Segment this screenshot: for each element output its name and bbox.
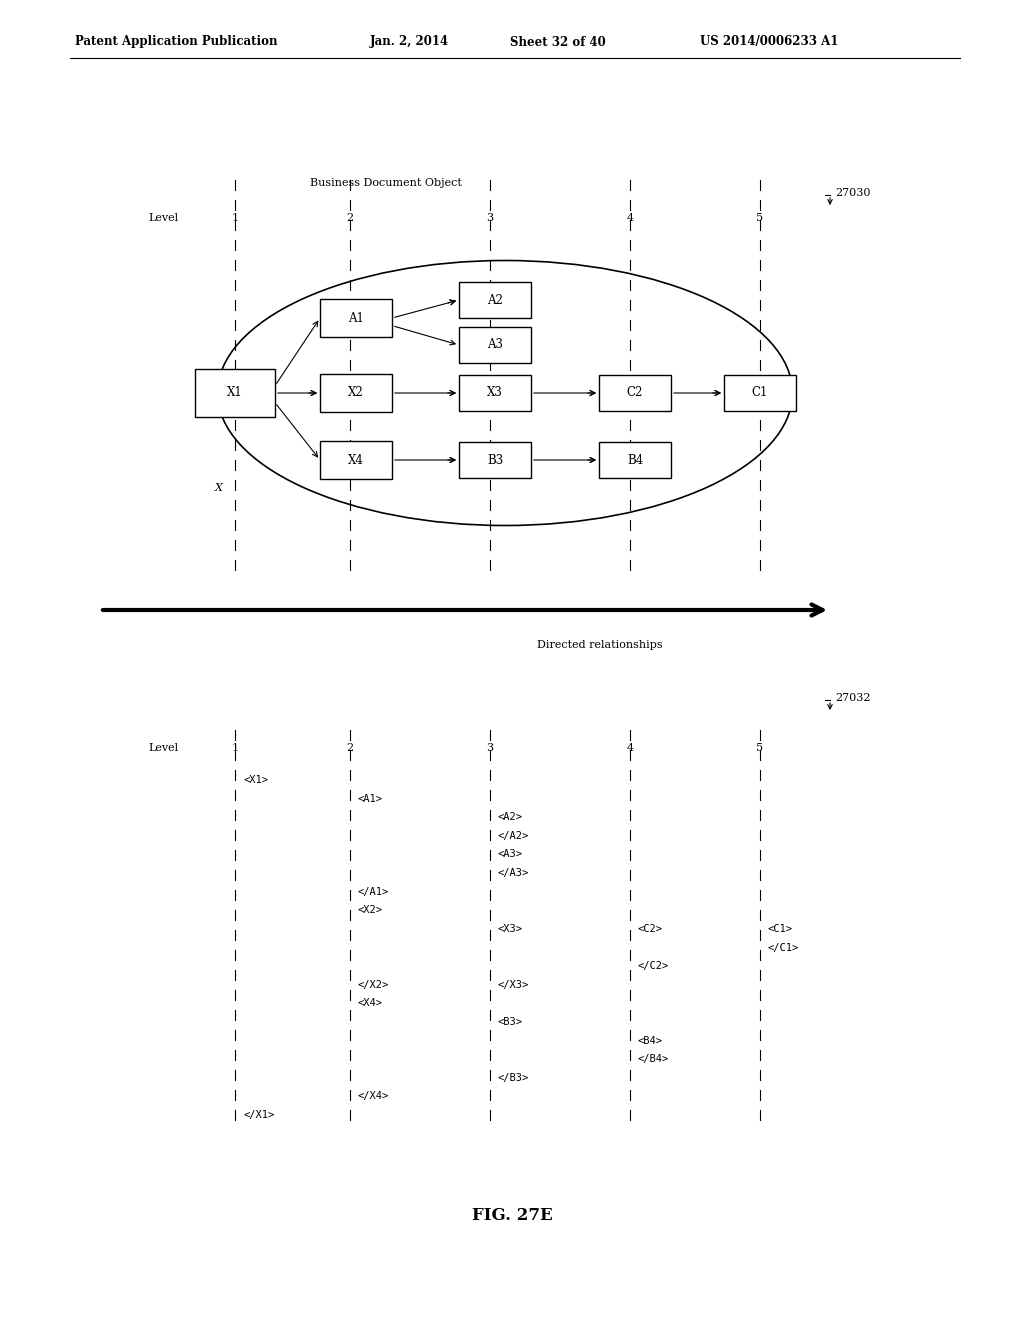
Text: A3: A3 xyxy=(487,338,503,351)
Text: <A3>: <A3> xyxy=(498,850,523,859)
Text: Patent Application Publication: Patent Application Publication xyxy=(75,36,278,49)
Text: <C2>: <C2> xyxy=(638,924,663,933)
Text: <X4>: <X4> xyxy=(358,998,383,1008)
Text: </X4>: </X4> xyxy=(358,1092,389,1101)
Text: FIG. 27E: FIG. 27E xyxy=(472,1206,552,1224)
Text: X3: X3 xyxy=(487,387,503,400)
Text: X: X xyxy=(215,483,223,492)
Text: </B4>: </B4> xyxy=(638,1055,670,1064)
Text: <A2>: <A2> xyxy=(498,812,523,822)
FancyBboxPatch shape xyxy=(599,442,671,478)
Text: <X3>: <X3> xyxy=(498,924,523,933)
Text: B3: B3 xyxy=(486,454,503,466)
Text: 27030: 27030 xyxy=(835,187,870,198)
Text: <B4>: <B4> xyxy=(638,1036,663,1045)
Text: <X2>: <X2> xyxy=(358,906,383,915)
Text: Sheet 32 of 40: Sheet 32 of 40 xyxy=(510,36,606,49)
Text: </X1>: </X1> xyxy=(243,1110,274,1119)
Text: 27032: 27032 xyxy=(835,693,870,704)
Text: <X1>: <X1> xyxy=(243,775,268,785)
Text: </C2>: </C2> xyxy=(638,961,670,972)
Text: </A3>: </A3> xyxy=(498,869,529,878)
Text: 2: 2 xyxy=(346,213,353,223)
FancyBboxPatch shape xyxy=(459,442,531,478)
Text: Level: Level xyxy=(148,213,178,223)
FancyBboxPatch shape xyxy=(319,441,392,479)
Text: A2: A2 xyxy=(487,293,503,306)
Text: </A2>: </A2> xyxy=(498,830,529,841)
FancyBboxPatch shape xyxy=(459,282,531,318)
Text: </B3>: </B3> xyxy=(498,1073,529,1082)
Text: Level: Level xyxy=(148,743,178,752)
FancyBboxPatch shape xyxy=(599,375,671,411)
FancyBboxPatch shape xyxy=(724,375,796,411)
Text: 1: 1 xyxy=(231,213,239,223)
Text: 1: 1 xyxy=(231,743,239,752)
Text: </X3>: </X3> xyxy=(498,979,529,990)
Text: 2: 2 xyxy=(346,743,353,752)
FancyBboxPatch shape xyxy=(459,375,531,411)
Text: A1: A1 xyxy=(348,312,364,325)
Text: 4: 4 xyxy=(627,743,634,752)
Text: 4: 4 xyxy=(627,213,634,223)
Text: X1: X1 xyxy=(227,387,243,400)
FancyBboxPatch shape xyxy=(319,300,392,337)
Text: US 2014/0006233 A1: US 2014/0006233 A1 xyxy=(700,36,839,49)
Text: C1: C1 xyxy=(752,387,768,400)
FancyBboxPatch shape xyxy=(195,370,275,417)
Text: Jan. 2, 2014: Jan. 2, 2014 xyxy=(370,36,450,49)
Text: </A1>: </A1> xyxy=(358,887,389,896)
Text: B4: B4 xyxy=(627,454,643,466)
FancyBboxPatch shape xyxy=(319,374,392,412)
Text: Business Document Object: Business Document Object xyxy=(310,178,462,187)
Text: Directed relationships: Directed relationships xyxy=(538,640,663,649)
Text: <A1>: <A1> xyxy=(358,793,383,804)
Text: <B3>: <B3> xyxy=(498,1016,523,1027)
Text: <C1>: <C1> xyxy=(768,924,793,933)
Text: 5: 5 xyxy=(757,743,764,752)
Text: 3: 3 xyxy=(486,213,494,223)
Text: </C1>: </C1> xyxy=(768,942,800,953)
Text: </X2>: </X2> xyxy=(358,979,389,990)
Text: C2: C2 xyxy=(627,387,643,400)
Text: 3: 3 xyxy=(486,743,494,752)
Text: X4: X4 xyxy=(348,454,364,466)
Text: 5: 5 xyxy=(757,213,764,223)
Text: X2: X2 xyxy=(348,387,364,400)
FancyBboxPatch shape xyxy=(459,327,531,363)
